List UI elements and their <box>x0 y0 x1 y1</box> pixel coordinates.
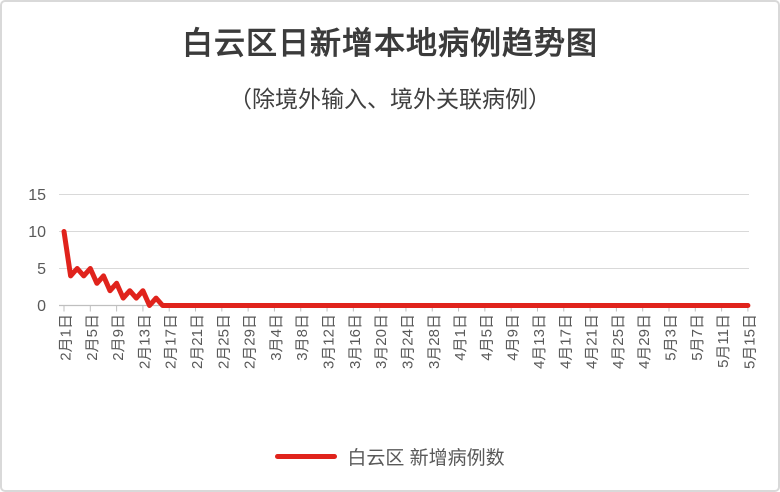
x-axis-tick-label: 5月15日 <box>741 314 758 369</box>
x-axis-tick-label: 4月17日 <box>557 314 574 369</box>
x-axis-tick-label: 3月20日 <box>373 314 390 369</box>
x-axis-tick-label: 2月21日 <box>189 314 206 369</box>
x-axis-tick-label: 4月1日 <box>452 314 469 361</box>
x-axis-tick-label: 4月21日 <box>584 314 601 369</box>
x-axis-tick-label: 4月25日 <box>610 314 627 369</box>
x-axis-tick-label: 4月13日 <box>531 314 548 369</box>
x-axis-tick-label: 2月25日 <box>215 314 232 369</box>
x-axis-tick-label: 2月5日 <box>84 314 101 361</box>
y-axis-tick-label: 10 <box>28 224 46 241</box>
x-axis-tick-label: 3月4日 <box>268 314 285 361</box>
x-axis-tick-label: 2月9日 <box>110 314 127 361</box>
x-axis-tick-label: 2月13日 <box>136 314 153 369</box>
chart-subtitle: （除境外输入、境外关联病例） <box>229 86 551 112</box>
x-axis-tick-label: 4月29日 <box>636 314 653 369</box>
x-axis-tick-label: 3月24日 <box>399 314 416 369</box>
x-axis-tick-label: 3月8日 <box>294 314 311 361</box>
series-line-baiyun-new-cases <box>61 229 751 308</box>
y-axis-tick-label: 15 <box>28 187 46 204</box>
x-axis-tick-label: 2月17日 <box>163 314 180 369</box>
legend: 白云区 新增病例数 <box>2 443 778 470</box>
legend-label: 白云区 新增病例数 <box>347 448 505 469</box>
x-axis-tick-label: 2月1日 <box>58 314 75 361</box>
x-axis-tick-label: 3月12日 <box>321 314 338 369</box>
y-axis-tick-label: 5 <box>37 261 46 278</box>
x-axis-tick-label: 5月7日 <box>689 314 706 361</box>
legend-line-swatch <box>275 454 338 459</box>
x-axis-tick-label: 3月28日 <box>426 314 443 369</box>
x-axis-tick-label: 5月3日 <box>662 314 679 361</box>
x-axis-tick-label: 3月16日 <box>347 314 364 369</box>
x-axis-tick-label: 4月5日 <box>478 314 495 361</box>
chart-title: 白云区日新增本地病例趋势图 <box>182 26 598 61</box>
x-axis-tick-label: 2月29日 <box>242 314 259 369</box>
x-axis-tick-label: 4月9日 <box>505 314 522 361</box>
x-axis-tick-label: 5月11日 <box>715 314 732 368</box>
y-axis-tick-label: 0 <box>37 298 46 315</box>
line-chart-plot-area: 0 5 10 15 2月1日 2月5日 2月9日 2月13日 2月17日 2月21日 2月25日 2月… <box>28 187 758 369</box>
